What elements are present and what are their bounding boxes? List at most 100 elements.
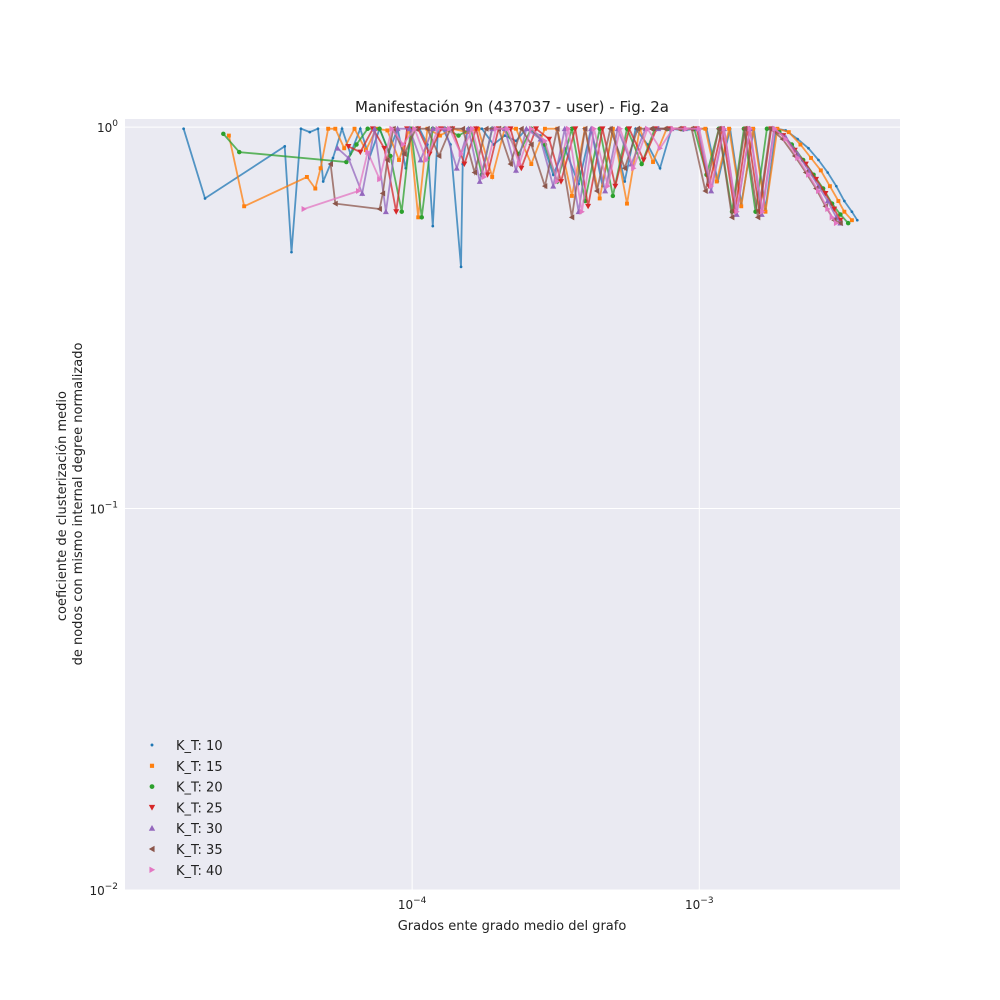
data-point [419, 215, 424, 220]
data-point [842, 209, 847, 214]
data-point [767, 125, 773, 132]
data-point [344, 159, 349, 165]
data-point [824, 198, 831, 204]
data-point [836, 199, 841, 203]
data-point [429, 125, 436, 132]
data-point [358, 127, 362, 131]
legend-marker [149, 866, 156, 873]
y-tick-exponent: 0 [112, 119, 118, 129]
data-point [384, 156, 390, 163]
data-point [593, 187, 600, 194]
legend-item: K_T: 35 [148, 843, 223, 858]
data-point [626, 126, 633, 132]
data-point [342, 146, 347, 151]
x-tick-base: 10 [398, 898, 413, 912]
data-point [431, 224, 435, 228]
data-point [379, 190, 386, 197]
data-point [493, 125, 500, 132]
data-point [516, 161, 523, 168]
data-point [394, 125, 401, 132]
data-point [657, 145, 664, 152]
data-point [683, 125, 690, 132]
data-point [458, 151, 465, 158]
data-point [417, 156, 424, 163]
data-point [741, 125, 748, 132]
data-point [476, 178, 483, 184]
y-tick-label: 10−1 [89, 501, 118, 517]
data-point [845, 220, 851, 226]
x-tick-label: 10−3 [685, 896, 714, 912]
data-point [727, 126, 732, 131]
data-point [331, 156, 335, 160]
y-axis-label-line2: de nodos con mismo internal degree norma… [71, 343, 86, 666]
data-point [542, 137, 548, 144]
data-point [599, 126, 606, 132]
y-axis-label-line1: coeficiente de clusterización medio [55, 391, 70, 621]
data-point [833, 220, 840, 227]
data-point [714, 179, 719, 184]
legend-item: K_T: 30 [148, 822, 223, 837]
data-point [734, 208, 740, 215]
data-point [533, 126, 540, 132]
data-point [352, 126, 357, 131]
data-point [334, 145, 341, 151]
data-point [327, 161, 333, 168]
data-point [617, 125, 624, 132]
legend-label: K_T: 30 [176, 822, 223, 837]
data-point [834, 184, 838, 188]
y-tick-exponent: −2 [105, 882, 118, 892]
data-point [838, 212, 843, 217]
data-point [783, 136, 789, 143]
data-point [565, 125, 572, 132]
data-point [764, 126, 770, 131]
data-point [513, 167, 520, 173]
data-point [461, 161, 468, 168]
data-point [558, 179, 565, 185]
data-point [550, 183, 557, 189]
data-point [237, 149, 242, 155]
data-point [471, 169, 477, 176]
series-7 [301, 125, 840, 227]
data-point [546, 136, 553, 143]
data-point [809, 156, 813, 160]
data-point [631, 165, 637, 172]
legend-label: K_T: 20 [176, 781, 223, 796]
series-layer [182, 125, 859, 269]
plot-area [125, 119, 900, 890]
data-point [483, 125, 489, 132]
data-point [416, 215, 421, 220]
data-point [400, 141, 407, 148]
data-point [304, 175, 309, 179]
legend-label: K_T: 10 [176, 739, 223, 754]
data-point [806, 171, 812, 178]
data-point [377, 126, 382, 131]
data-point [340, 127, 344, 131]
y-tick-base: 10 [89, 884, 104, 898]
data-point [621, 165, 628, 172]
data-point [299, 127, 303, 131]
x-tick-label: 10−4 [398, 896, 427, 912]
data-point [696, 125, 703, 132]
data-point [357, 149, 364, 156]
data-point [459, 125, 466, 132]
data-point [518, 125, 524, 132]
data-point [456, 133, 461, 138]
data-point [829, 214, 836, 221]
data-point [399, 209, 404, 214]
data-point [345, 154, 352, 161]
data-point [290, 250, 293, 254]
data-point [332, 200, 338, 207]
data-point [772, 125, 778, 132]
data-point [514, 126, 518, 131]
data-point [283, 145, 287, 148]
data-point [354, 142, 359, 147]
legend-label: K_T: 35 [176, 843, 223, 858]
data-point [639, 161, 644, 167]
y-tick-base: 10 [97, 121, 112, 135]
x-tick-base: 10 [685, 898, 700, 912]
data-point [610, 126, 615, 131]
data-point [849, 218, 854, 223]
data-point [412, 125, 418, 132]
data-point [469, 125, 476, 132]
data-point [855, 218, 859, 222]
